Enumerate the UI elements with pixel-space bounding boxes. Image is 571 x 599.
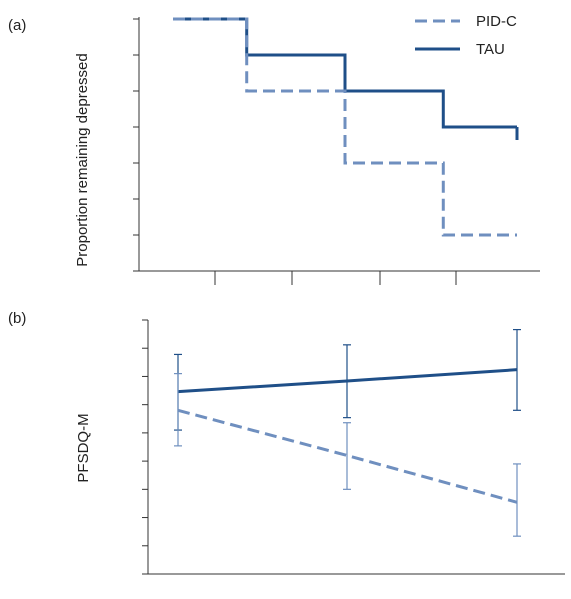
panel-a: (a) Proportion remaining depressed PID-C… [8,13,540,285]
panel-b: (b) PFSDQ-M [8,310,565,575]
panel-a-y-axis-title: Proportion remaining depressed [74,53,91,266]
panel-b-series [174,328,521,537]
series-pidc-line [177,408,518,504]
panel-a-legend: PID-C TAU [415,13,517,58]
legend-pidc-label: PID-C [476,13,517,30]
series-pidc-step-line [173,17,517,237]
panel-b-y-axis-title: PFSDQ-M [75,413,92,482]
panel-b-axes [142,319,565,575]
panel-a-axes [133,17,540,285]
panel-a-series [173,17,519,237]
series-tau-line [177,368,518,394]
legend-tau-label: TAU [476,41,505,58]
panel-b-label: (b) [8,310,26,327]
panel-a-label: (a) [8,17,26,34]
